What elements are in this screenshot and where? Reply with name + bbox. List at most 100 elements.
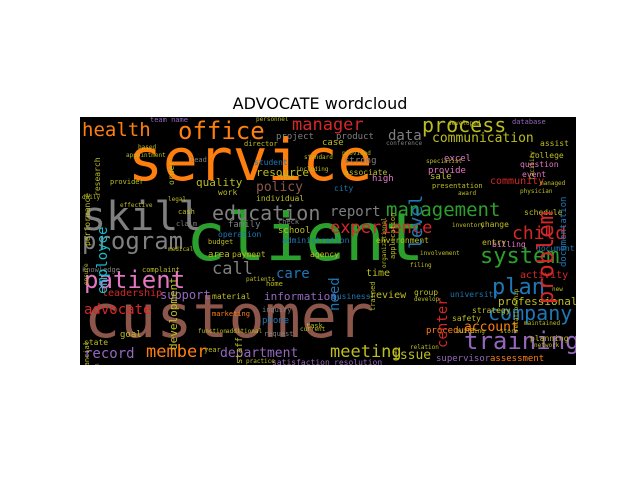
word-knowledge: knowledge (82, 266, 120, 274)
word-building: building (456, 328, 485, 335)
word-presentation: presentation (432, 182, 483, 190)
word-business: business (332, 292, 371, 301)
word-family: family (228, 220, 261, 230)
word-organizational: organizational (381, 217, 388, 268)
word-individual: individual (256, 194, 305, 203)
word-team-name: team name (150, 117, 188, 124)
word-plan: plan (492, 275, 545, 300)
word-care: care (276, 266, 310, 282)
wordcloud-canvas: service client customer skill health off… (80, 117, 576, 365)
word-resource: resource (256, 166, 309, 179)
word-center: center (435, 297, 451, 348)
word-company: company (488, 301, 573, 325)
word-safety: safety (452, 314, 481, 323)
word-agency: agency (310, 250, 339, 259)
word-school: school (278, 226, 311, 236)
word-budget: budget (208, 238, 234, 246)
word-environment: environment (376, 236, 429, 245)
word-provide: provide (428, 166, 466, 176)
word-physician: physician (520, 188, 553, 195)
word-facility: facility (529, 151, 536, 180)
word-additional: additional (226, 328, 263, 335)
word-time: time (366, 268, 391, 279)
word-product: product (336, 132, 374, 142)
word-material: material (212, 292, 251, 301)
word-maintain: maintain (93, 363, 101, 365)
word-relationship: relationship (513, 288, 520, 332)
word-store: store (500, 328, 519, 335)
word-check: check (278, 218, 300, 226)
word-city: city (334, 184, 354, 193)
word-associate: associate (344, 168, 388, 177)
word-based: based (138, 144, 157, 151)
word-sale: sale (430, 172, 452, 182)
word-report: report (330, 204, 381, 220)
word-training: training (464, 327, 576, 355)
word-task: task (306, 322, 323, 330)
word-staff: staff (235, 336, 245, 364)
word-trained: trained (369, 281, 377, 311)
word-service: service (128, 126, 373, 194)
word-development: development (167, 277, 180, 350)
word-conference: conference (386, 140, 423, 147)
word-managed: managed (540, 180, 566, 187)
word-current: current (300, 326, 326, 333)
word-account: account (464, 320, 519, 335)
word-award: award (458, 190, 477, 197)
word-developed: developed (448, 120, 481, 127)
word-billing: billing (492, 240, 526, 249)
word-phone: phone (262, 316, 290, 326)
word-claim: claim (176, 220, 198, 228)
word-resolution: resolution (334, 358, 383, 366)
word-experience: experience (330, 218, 433, 238)
word-management: management (386, 199, 501, 221)
word-college: college (530, 151, 564, 160)
word-child: child (512, 223, 567, 244)
word-request: request (264, 330, 294, 338)
word-need: need (327, 277, 343, 311)
word-patients: patients (246, 276, 275, 283)
word-client: client (186, 199, 425, 276)
word-documentation: documentation (559, 196, 569, 267)
word-program: program (82, 227, 184, 255)
word-payment: payment (232, 250, 266, 259)
wordcloud-title: ADVOCATE wordcloud (232, 94, 408, 113)
word-document: document (536, 244, 575, 253)
word-activity: activity (520, 270, 569, 281)
word-application: application (389, 212, 397, 259)
word-strong: strong (344, 156, 377, 166)
word-high: high (372, 174, 394, 184)
word-entry: entry (482, 238, 507, 247)
word-excel: excel (444, 154, 472, 164)
word-skill: skill (82, 194, 203, 240)
word-effective: effective (120, 202, 153, 209)
word-provider: provider (110, 178, 144, 186)
word-including: including (296, 166, 329, 173)
word-procedure: procedure (426, 326, 475, 336)
word-customer: customer (84, 282, 373, 352)
word-office: office (178, 117, 265, 145)
word-record: record (84, 346, 135, 362)
word-communication: communication (432, 131, 534, 146)
word-leadership: leadership (102, 288, 163, 299)
word-goal: goal (120, 330, 142, 340)
word-area: area (208, 250, 230, 260)
word-assessment: assessment (490, 354, 545, 364)
word-medical: medical (168, 246, 194, 253)
word-event: event (522, 170, 547, 179)
word-inventory: inventory (452, 222, 485, 229)
word-director: director (244, 140, 278, 148)
word-performance: performance (83, 193, 92, 246)
word-assist: assist (540, 139, 569, 148)
word-support: support (160, 288, 211, 302)
word-cash: cash (178, 208, 195, 216)
word-call: call (212, 259, 253, 279)
word-new: new (552, 286, 563, 293)
word-university: university (450, 290, 499, 299)
word-order: order (167, 160, 176, 185)
word-lead: lead (190, 156, 207, 164)
word-issue: issue (392, 348, 432, 363)
word-inquiry: inquiry (262, 306, 292, 314)
word-home: home (266, 280, 283, 288)
word-database: database (512, 118, 546, 126)
